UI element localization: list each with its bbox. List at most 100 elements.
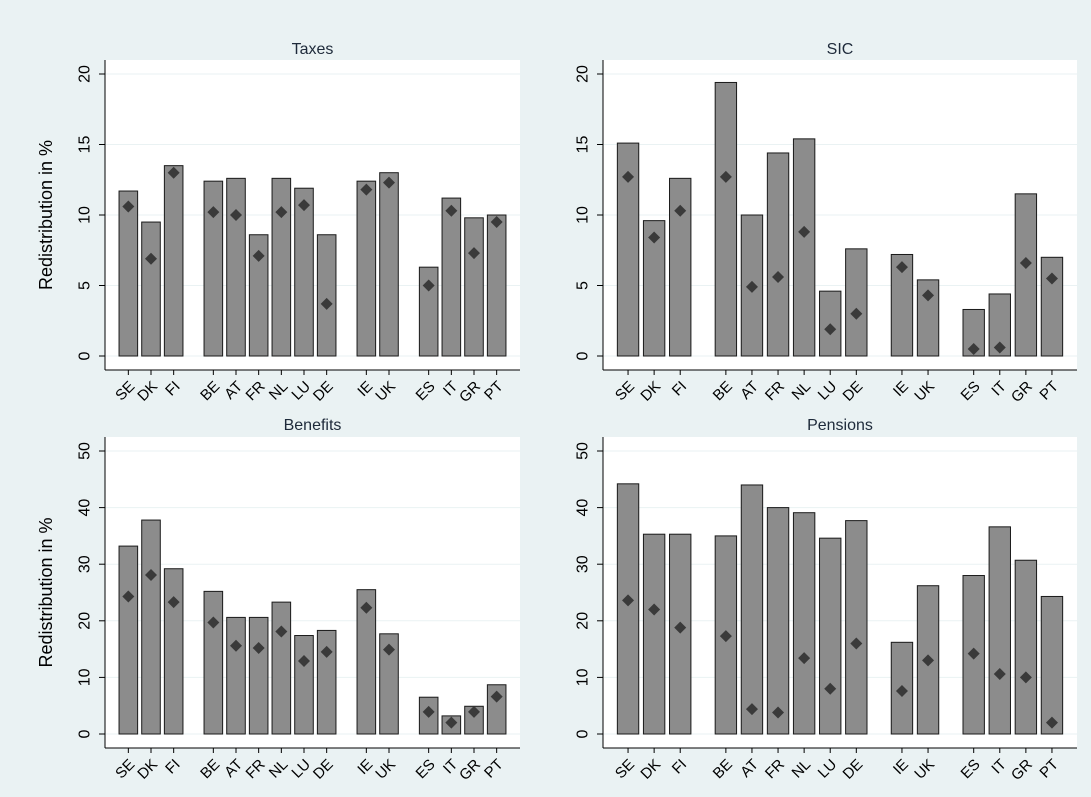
- marker-se: [622, 594, 635, 607]
- marker-be: [207, 616, 220, 629]
- x-tick-label: DK: [637, 378, 664, 405]
- y-tick-label: 10: [575, 668, 592, 686]
- x-tick-label: PT: [481, 756, 507, 782]
- y-tick-label: 0: [575, 729, 592, 738]
- x-tick-label: BE: [710, 378, 736, 404]
- x-tick-label: FR: [243, 756, 269, 782]
- marker-dk: [648, 231, 661, 244]
- x-tick-label: BE: [197, 378, 223, 404]
- x-tick-label: PT: [1036, 756, 1062, 782]
- marker-ie: [360, 601, 373, 614]
- marker-uk: [383, 643, 395, 656]
- x-tick-label: UK: [372, 756, 399, 783]
- x-tick-label: IE: [890, 378, 912, 400]
- bar-dk: [642, 533, 666, 735]
- x-tick-label: BE: [197, 756, 223, 782]
- bar-fi: [669, 533, 692, 735]
- bar-uk: [379, 633, 399, 735]
- x-tick-label: UK: [372, 378, 399, 405]
- marker-dk: [648, 603, 661, 616]
- marker-pt: [1045, 272, 1058, 285]
- marker-gr: [1019, 671, 1032, 684]
- x-tick-label: DE: [310, 378, 337, 405]
- bar-de: [316, 234, 337, 357]
- x-tick-label: LU: [288, 378, 314, 404]
- bar-de: [316, 629, 337, 735]
- marker-at: [745, 703, 758, 716]
- bar-es: [418, 266, 439, 357]
- marker-de: [320, 297, 333, 310]
- marker-es: [967, 647, 980, 660]
- marker-se: [622, 170, 635, 183]
- marker-gr: [468, 247, 480, 260]
- x-tick-label: UK: [911, 378, 938, 405]
- marker-uk: [922, 289, 935, 302]
- x-tick-label: FI: [669, 378, 690, 399]
- y-tick-label: 0: [77, 351, 94, 360]
- x-tick-label: NL: [789, 756, 815, 782]
- x-tick-label: FI: [162, 378, 183, 399]
- x-tick-label: AT: [221, 756, 246, 781]
- bar-it: [441, 197, 462, 357]
- bar-it: [988, 293, 1011, 357]
- x-tick-label: AT: [737, 378, 762, 403]
- marker-it: [445, 204, 458, 217]
- bar-lu: [294, 187, 314, 357]
- bar-it: [988, 526, 1011, 735]
- x-tick-label: FR: [243, 378, 269, 404]
- marker-at: [230, 639, 242, 652]
- marker-es: [422, 279, 435, 292]
- bar-at: [226, 616, 246, 735]
- marker-it: [445, 716, 458, 729]
- y-tick-label: 15: [77, 136, 94, 154]
- x-tick-label: FI: [669, 756, 690, 777]
- x-tick-label: NL: [266, 756, 292, 782]
- marker-de: [850, 637, 863, 650]
- marker-be: [719, 630, 732, 643]
- marker-se: [122, 590, 135, 603]
- bar-nl: [792, 138, 816, 357]
- marker-be: [719, 170, 732, 183]
- x-tick-label: AT: [737, 756, 762, 781]
- y-tick-label: 10: [575, 206, 592, 224]
- y-tick-label: 15: [575, 136, 592, 154]
- marker-de: [850, 307, 863, 320]
- y-tick-label: 50: [575, 442, 592, 460]
- bar-uk: [379, 172, 399, 357]
- marker-gr: [1019, 256, 1032, 269]
- panel-title: Benefits: [284, 417, 342, 434]
- x-tick-label: FR: [762, 378, 788, 404]
- marker-nl: [275, 625, 288, 638]
- x-tick-label: FR: [762, 756, 788, 782]
- bar-pt: [1040, 595, 1064, 735]
- bar-be: [203, 590, 224, 735]
- y-tick-label: 0: [77, 729, 94, 738]
- bar-dk: [642, 220, 666, 357]
- marker-fr: [772, 271, 785, 284]
- y-tick-label: 5: [575, 281, 592, 290]
- y-tick-label: 20: [575, 612, 592, 630]
- y-tick-label: 30: [575, 555, 592, 573]
- x-tick-label: SE: [612, 378, 638, 404]
- x-tick-label: DE: [310, 756, 337, 783]
- bar-se: [118, 190, 139, 357]
- y-tick-label: 20: [77, 612, 94, 630]
- marker-dk: [145, 568, 157, 581]
- x-tick-label: IT: [988, 756, 1009, 777]
- bar-se: [118, 545, 139, 735]
- bar-pt: [486, 214, 507, 357]
- y-tick-label: 40: [575, 499, 592, 517]
- bar-nl: [271, 601, 292, 735]
- marker-nl: [798, 225, 811, 238]
- x-tick-label: DK: [134, 756, 161, 783]
- marker-de: [320, 645, 333, 658]
- x-tick-label: SE: [112, 378, 138, 404]
- panel-title: Taxes: [292, 41, 334, 58]
- y-tick-label: 0: [575, 351, 592, 360]
- x-tick-label: FI: [162, 756, 183, 777]
- bar-uk: [916, 279, 940, 357]
- x-tick-label: UK: [911, 756, 938, 783]
